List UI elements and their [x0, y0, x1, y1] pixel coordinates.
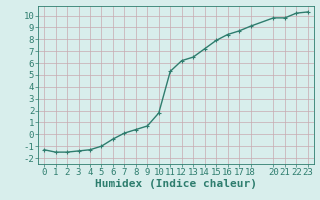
- X-axis label: Humidex (Indice chaleur): Humidex (Indice chaleur): [95, 179, 257, 189]
